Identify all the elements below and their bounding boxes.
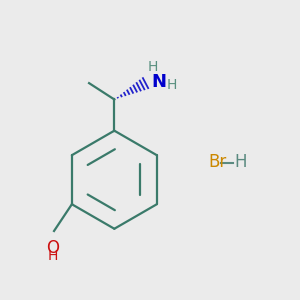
Text: H: H — [148, 60, 158, 74]
Text: H: H — [48, 249, 58, 263]
Text: N: N — [151, 73, 166, 91]
Text: O: O — [46, 239, 59, 257]
Text: H: H — [166, 78, 177, 92]
Text: Br: Br — [208, 153, 226, 171]
Text: H: H — [235, 153, 247, 171]
